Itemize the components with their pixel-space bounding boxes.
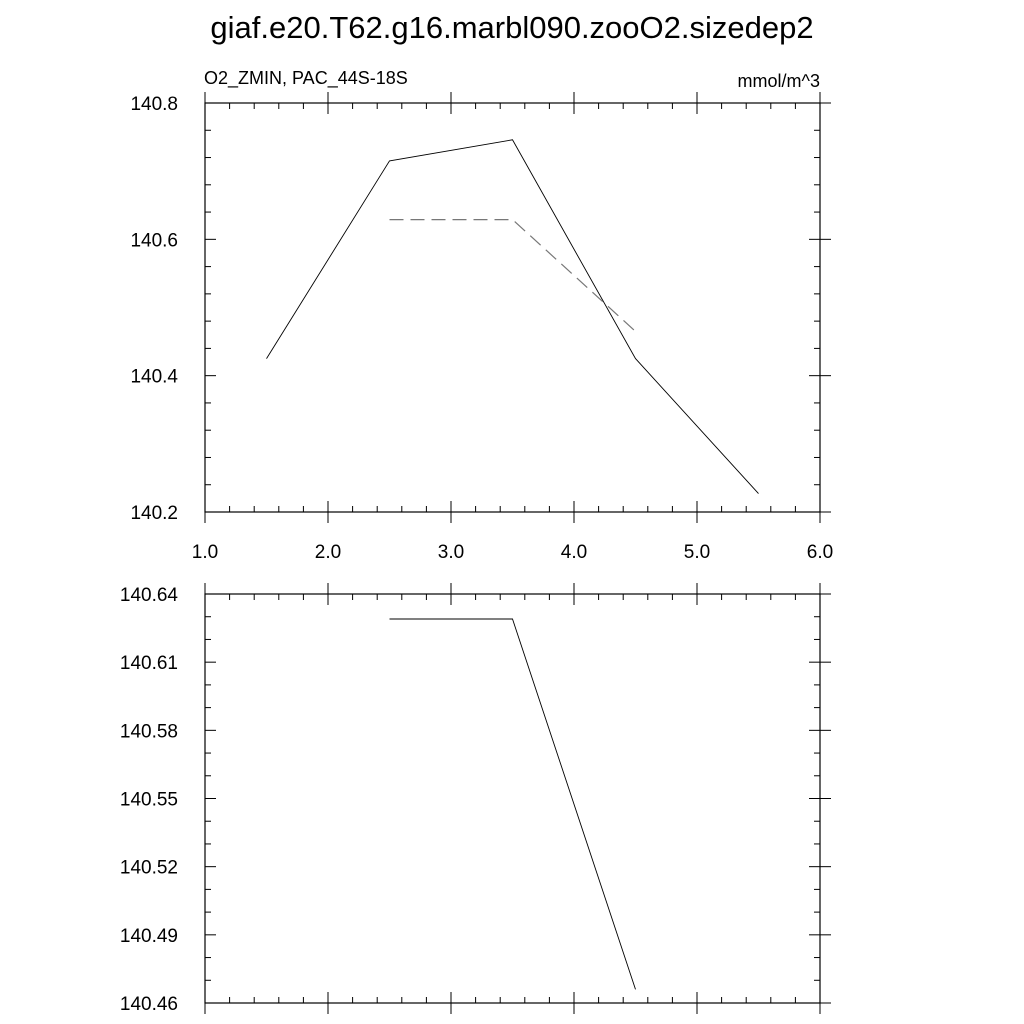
top-x-tick-label: 1.0 — [192, 542, 218, 563]
top-x-tick-label: 6.0 — [807, 542, 833, 563]
top-x-tick-label: 5.0 — [684, 542, 710, 563]
bottom-panel: 140.46 140.49 140.52 140.55 140.58 140.61 140.… — [120, 583, 831, 1015]
top-panel-units-label: mmol/m^3 — [738, 71, 820, 91]
top-panel-left-label: O2_ZMIN, PAC_44S-18S — [204, 68, 408, 89]
top-x-tick-label: 2.0 — [315, 542, 341, 563]
top-x-tick-label: 4.0 — [561, 542, 587, 563]
bottom-y-tick-label: 140.52 — [120, 858, 178, 879]
bottom-y-tick-label: 140.46 — [120, 994, 178, 1015]
bottom-series-solid-line — [389, 618, 636, 990]
bottom-y-tick-label: 140.61 — [120, 653, 178, 674]
top-y-tick-label: 140.4 — [130, 367, 178, 388]
bottom-plot-frame — [204, 593, 821, 1004]
top-plot-frame — [204, 102, 821, 513]
bottom-y-tick-label: 140.58 — [120, 721, 178, 742]
top-y-tick-label: 140.2 — [130, 503, 178, 524]
bottom-y-tick-label: 140.49 — [120, 926, 178, 947]
bottom-y-tick-label: 140.55 — [120, 790, 178, 811]
top-series-dashed-line — [389, 219, 636, 332]
top-y-tick-label: 140.8 — [130, 94, 178, 115]
top-y-tick-label: 140.6 — [130, 230, 178, 251]
bottom-y-tick-label: 140.64 — [120, 585, 179, 606]
top-x-tick-label: 3.0 — [438, 542, 464, 563]
top-panel: O2_ZMIN, PAC_44S-18S mmol/m^3 1.0 2.0 3.0 4… — [130, 68, 833, 563]
figure-title: giaf.e20.T62.g16.marbl090.zooO2.sizedep2 — [210, 10, 813, 45]
top-series-solid-line — [266, 139, 759, 494]
